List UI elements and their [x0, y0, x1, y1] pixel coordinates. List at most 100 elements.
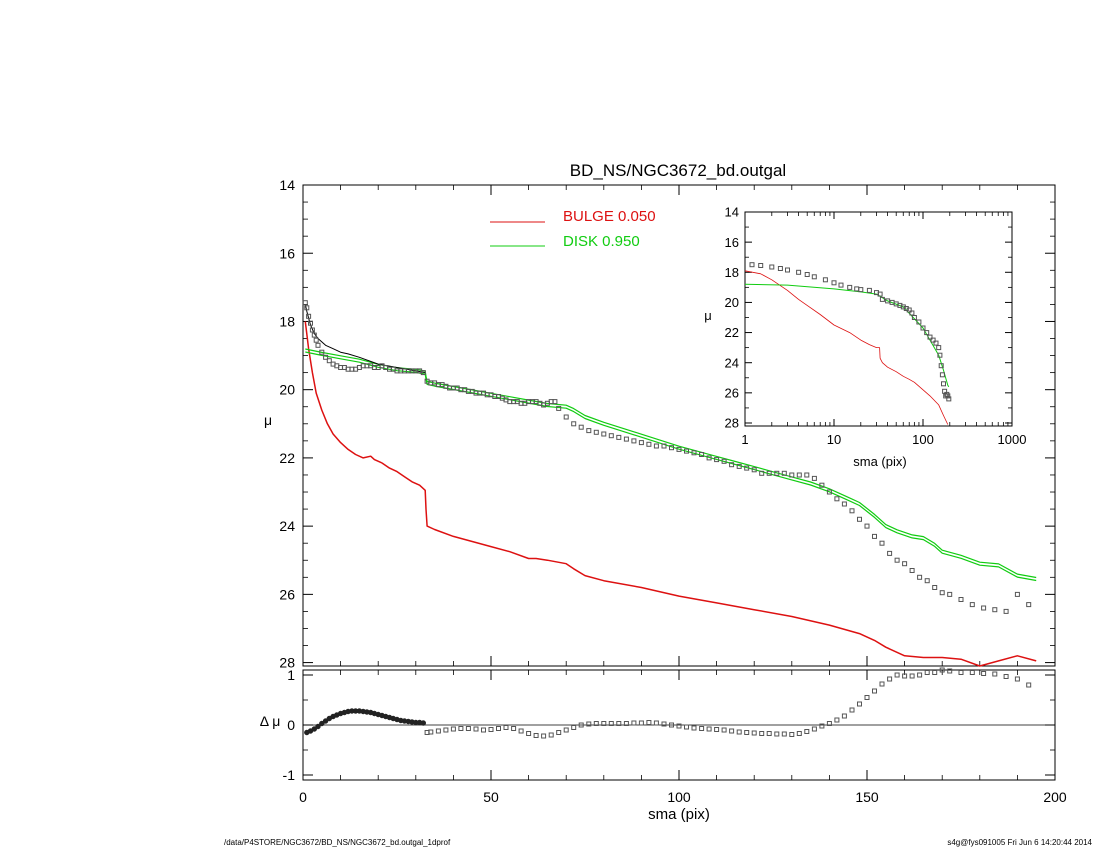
inset-data-point-28 [920, 325, 926, 331]
data-point-112 [864, 523, 870, 529]
xtick-label-3: 1000 [998, 432, 1027, 447]
data-point-70 [552, 399, 558, 405]
inset-data-point-14 [866, 287, 872, 293]
inset-data-point-2 [769, 264, 775, 270]
residual-point-80 [781, 731, 787, 737]
inset-data-point-37 [941, 381, 946, 387]
inset-data-point-6 [804, 272, 810, 277]
inset-data-point-32 [933, 340, 939, 346]
inset-data-point-10 [838, 282, 844, 288]
residual-point-90 [857, 701, 862, 707]
data-point-95 [736, 463, 742, 469]
data-point-77 [601, 431, 607, 437]
data-point-97 [751, 467, 757, 473]
footer-timestamp: s4g@fys091005 Fri Jun 6 14:20:44 2014 [947, 838, 1092, 847]
ytick-label-5: 24 [725, 355, 739, 370]
data-point-76 [593, 429, 599, 435]
data-point-109 [841, 501, 847, 507]
xtick-label-2: 100 [912, 432, 934, 447]
data-point-6 [313, 337, 319, 343]
residual-point-40 [481, 727, 486, 733]
data-point-124 [958, 597, 964, 602]
residual-point-67 [684, 724, 689, 730]
residual-point-47 [533, 733, 539, 738]
inset-xlabel: sma (pix) [853, 454, 906, 469]
residual-point-79 [774, 731, 780, 737]
main-plot: 14 16 18 20 22 24 26 28 μ [264, 177, 1056, 671]
data-point-88 [684, 448, 689, 454]
residual-point-46 [526, 731, 532, 736]
data-point-111 [857, 516, 862, 522]
residual-point-89 [849, 707, 855, 713]
inset-ylabel: μ [704, 308, 712, 323]
ytick-label-1: 16 [279, 245, 295, 261]
residual-point-35 [443, 727, 449, 733]
residual-point-88 [841, 713, 847, 719]
residual-point-48 [541, 733, 547, 739]
residual-point-92 [872, 688, 877, 694]
residual-point-82 [796, 731, 802, 736]
inset-data-point-33 [936, 345, 942, 351]
residual-point-65 [669, 722, 674, 728]
residual-point-42 [496, 726, 501, 731]
data-point-4 [309, 327, 315, 333]
inset-data-point-16 [877, 291, 883, 297]
residual-point-87 [834, 717, 840, 723]
residual-point-33 [428, 729, 434, 735]
data-point-100 [774, 470, 780, 476]
residual-point-81 [789, 732, 795, 737]
data-point-127 [992, 607, 998, 613]
residual-point-96 [902, 673, 908, 679]
residual-point-74 [736, 729, 742, 735]
data-point-107 [826, 489, 832, 495]
data-point-80 [623, 436, 629, 442]
ytick-label-0: 14 [725, 205, 739, 220]
inset-data-point-3 [777, 266, 783, 271]
residual-point-53 [578, 722, 584, 728]
residual-point-106 [992, 671, 998, 677]
residual-point-66 [676, 723, 682, 729]
inset-data-point-31 [930, 337, 936, 343]
residual-point-45 [518, 728, 524, 734]
residual-point-103 [958, 670, 964, 675]
residual-point-44 [511, 726, 517, 731]
data-point-84 [653, 443, 659, 449]
residual-point-93 [879, 681, 885, 687]
residual-point-94 [887, 676, 893, 682]
data-point-91 [706, 455, 712, 461]
data-point-71 [556, 405, 562, 411]
data-point-83 [646, 441, 652, 447]
data-point-79 [616, 434, 622, 440]
residual-point-31 [420, 720, 426, 726]
residual-point-34 [435, 728, 441, 734]
ytick-label-0: 14 [279, 177, 295, 193]
data-point-96 [744, 465, 750, 471]
inset-plot: 1 10 100 1000 14 16 18 20 22 24 26 28 μ sma (pix) [704, 205, 1026, 469]
residual-point-78 [766, 731, 772, 736]
residual-point-83 [804, 729, 810, 734]
data-point-121 [932, 585, 938, 590]
residual-point-61 [638, 720, 644, 726]
residual-point-57 [608, 721, 614, 726]
ytick-label-2: -1 [283, 767, 296, 783]
residual-point-108 [1014, 676, 1020, 682]
inset-data-point-1 [758, 263, 764, 268]
inset-ticks: 1 10 100 1000 14 16 18 20 22 24 26 28 [725, 205, 1027, 447]
residual-point-51 [563, 727, 569, 733]
residual-point-84 [811, 726, 817, 732]
main-series [302, 300, 1037, 667]
data-point-86 [669, 445, 674, 451]
data-point-73 [571, 421, 577, 427]
data-point-89 [691, 450, 697, 456]
inset-data-point-8 [822, 277, 828, 283]
ytick-label-2: 18 [279, 313, 295, 329]
ytick-label-7: 28 [725, 416, 739, 431]
main-ylabel: μ [264, 412, 272, 428]
data-point-130 [1026, 602, 1032, 608]
residual-point-85 [819, 723, 825, 729]
residual-point-97 [909, 673, 915, 679]
data-point-116 [894, 557, 900, 563]
